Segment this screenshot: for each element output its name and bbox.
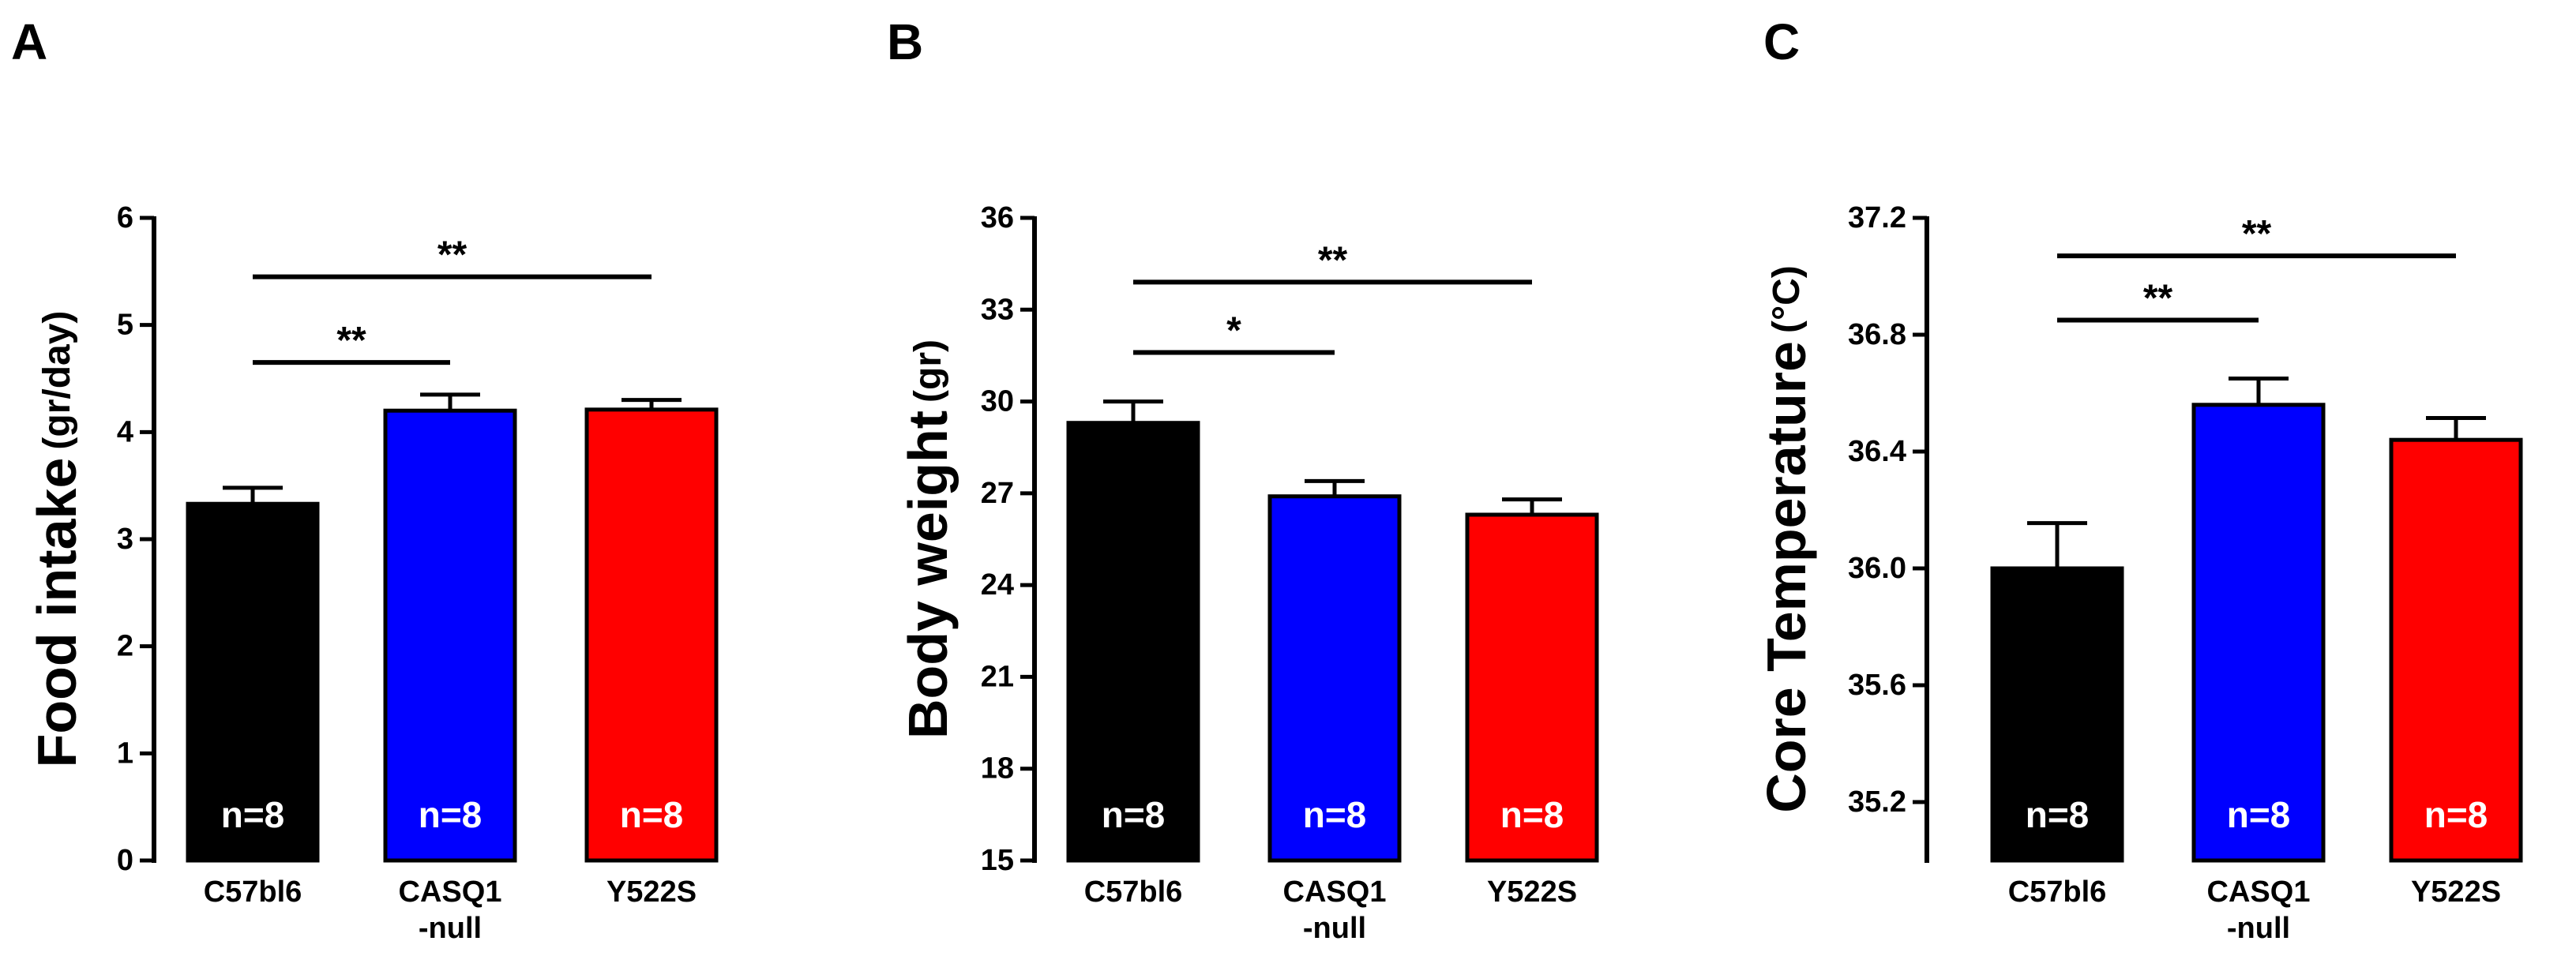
y-tick-label: 36.0: [1848, 552, 1906, 585]
n-label: n=8: [221, 794, 285, 835]
x-tick-label: C57bl6: [204, 875, 302, 909]
y-axis-unit: (gr/day): [36, 311, 78, 450]
panel-label: A: [11, 13, 47, 70]
n-label: n=8: [1102, 794, 1166, 835]
y-tick-label: 6: [117, 201, 133, 234]
y-tick-label: 18: [981, 752, 1014, 785]
x-tick-label: C57bl6: [1084, 875, 1183, 909]
y-tick-label: 27: [981, 477, 1014, 510]
x-tick-label: C57bl6: [2008, 875, 2107, 909]
bar: [584, 407, 719, 863]
y-axis-unit: (°C): [1766, 265, 1808, 333]
x-tick-label: -null: [1303, 912, 1366, 945]
x-tick-label: Y522S: [1487, 875, 1577, 909]
y-tick-label: 3: [117, 523, 133, 556]
x-tick-label: CASQ1: [399, 875, 502, 909]
n-label: n=8: [2424, 794, 2488, 835]
y-tick-label: 36: [981, 201, 1014, 234]
panel-label: C: [1763, 13, 1800, 70]
y-tick-label: 30: [981, 385, 1014, 418]
y-axis-unit: (gr): [907, 339, 949, 403]
n-label: n=8: [419, 794, 483, 835]
x-tick-label: -null: [2227, 912, 2290, 945]
x-tick-label: Y522S: [606, 875, 697, 909]
bar: [1267, 494, 1402, 863]
y-tick-label: 5: [117, 309, 133, 342]
y-axis-label-text: Core Temperature: [1756, 341, 1817, 813]
bar: [1066, 421, 1200, 863]
y-tick-label: 36.8: [1848, 318, 1906, 351]
significance-label: *: [1226, 310, 1241, 352]
bar: [383, 408, 517, 863]
y-tick-label: 24: [981, 568, 1014, 602]
y-axis-label-text: Body weight: [897, 411, 959, 739]
y-tick-label: 15: [981, 844, 1014, 877]
significance-label: **: [2143, 278, 2173, 320]
y-tick-label: 4: [117, 415, 133, 448]
bar: [2389, 437, 2523, 863]
y-axis-label-text: Food intake: [26, 458, 88, 768]
y-tick-label: 35.2: [1848, 785, 1906, 819]
y-tick-label: 21: [981, 660, 1014, 693]
significance-label: **: [336, 320, 366, 362]
y-tick-label: 33: [981, 293, 1014, 326]
x-tick-label: Y522S: [2411, 875, 2501, 909]
n-label: n=8: [1500, 794, 1564, 835]
x-tick-label: CASQ1: [1283, 875, 1387, 909]
y-tick-label: 1: [117, 737, 133, 770]
y-tick-label: 2: [117, 630, 133, 663]
significance-label: **: [1318, 239, 1348, 281]
panel-b: B Body weight (gr) 15 18 21 24 27 30 33 36 n=8 C57bl…: [887, 13, 1599, 945]
significance-label: **: [2242, 213, 2272, 255]
y-tick-label: 36.4: [1848, 435, 1906, 468]
y-tick-label: 37.2: [1848, 201, 1906, 234]
bar: [2191, 403, 2326, 863]
n-label: n=8: [2227, 794, 2291, 835]
bar: [1465, 512, 1599, 863]
n-label: n=8: [1303, 794, 1367, 835]
bar: [1990, 566, 2124, 863]
y-axis-label: Food intake (gr/day): [26, 311, 88, 768]
x-tick-label: -null: [419, 912, 482, 945]
panel-a: A Food intake (gr/day) 0 1 2 3 4 5 6 n=8 C57bl6 n=8 C…: [11, 13, 719, 945]
n-label: n=8: [620, 794, 684, 835]
y-tick-label: 35.6: [1848, 669, 1906, 702]
bar: [186, 501, 320, 863]
y-axis-label: Body weight (gr): [897, 339, 959, 739]
panel-label: B: [887, 13, 923, 70]
n-label: n=8: [2026, 794, 2090, 835]
y-tick-label: 0: [117, 844, 133, 877]
x-tick-label: CASQ1: [2207, 875, 2311, 909]
significance-label: **: [437, 234, 468, 276]
panel-c: C Core Temperature (°C) 35.2 35.6 36.0 36.4 36.…: [1756, 13, 2523, 945]
y-axis-label: Core Temperature (°C): [1756, 265, 1817, 813]
